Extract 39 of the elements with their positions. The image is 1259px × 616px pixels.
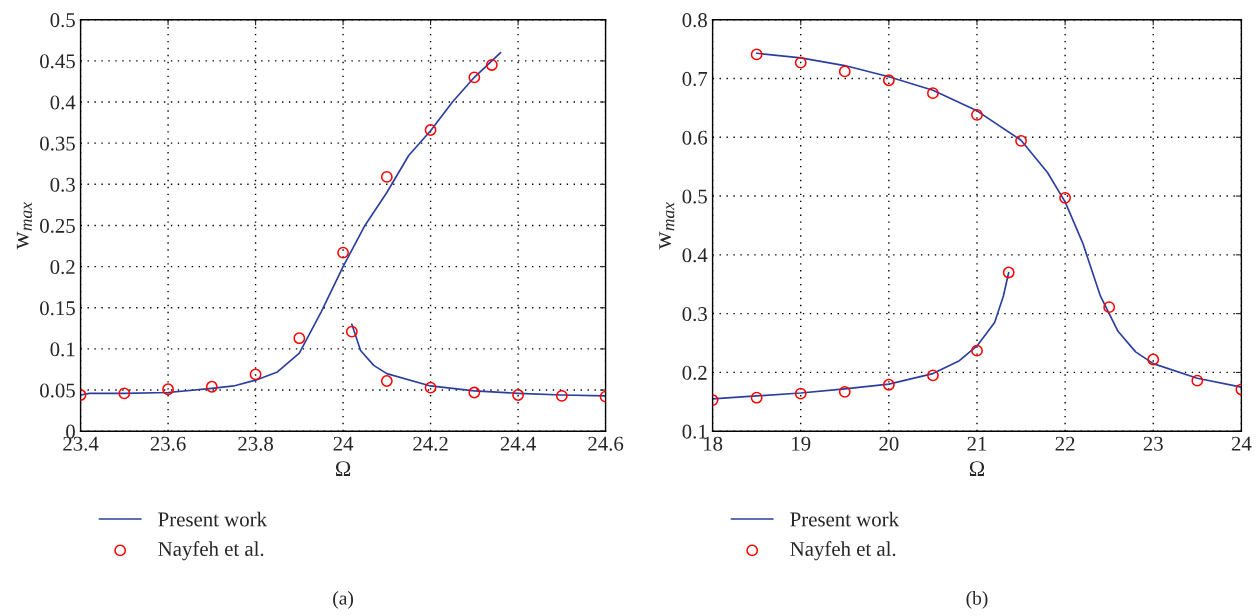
y-tick-label: 0.35 (40, 136, 75, 151)
y-tick-label: 0.45 (40, 54, 75, 69)
y-tick-label: 0.05 (40, 383, 75, 398)
y-tick-label: 0.15 (40, 301, 75, 316)
y-tick-label: 0.2 (50, 259, 75, 275)
y-tick-label: 0.5 (50, 13, 75, 28)
y-tick-label: 0.1 (50, 342, 75, 357)
x-tick-label: 23.8 (238, 436, 274, 451)
x-tick-label: 19 (792, 436, 811, 451)
y-tick-label: 0.5 (682, 189, 707, 204)
y-tick-label: 0.25 (40, 218, 75, 233)
y-tick-label: 0.8 (682, 13, 707, 28)
y-tick-label: 0.4 (50, 95, 76, 110)
x-tick-label: 23 (1143, 436, 1163, 451)
x-tick-label: 24 (1231, 436, 1252, 451)
x-tick-label: 20 (879, 436, 899, 451)
legend-label: Nayfeh et al. (158, 541, 264, 561)
y-axis-title: w$_{max}$ (659, 202, 675, 250)
y-tick-label: 0.4 (682, 248, 708, 263)
legend-label: Present work (158, 511, 268, 527)
x-tick-label: 24 (333, 436, 354, 451)
x-tick-label: 22 (1055, 436, 1075, 451)
legend-label: Present work (790, 511, 900, 527)
x-axis-title: Ω (335, 461, 351, 476)
text: (b) (966, 591, 988, 609)
x-tick-label: 24.2 (413, 436, 448, 451)
y-tick-label: 0.3 (682, 307, 707, 322)
y-tick-label: 0.7 (682, 71, 708, 87)
legend-label: Nayfeh et al. (790, 541, 896, 561)
x-tick-label: 23.6 (150, 436, 186, 451)
text: (a) (333, 591, 354, 609)
y-tick-label: 0.6 (682, 130, 708, 145)
y-tick-label: 0.3 (50, 177, 75, 192)
x-tick-label: 24.4 (500, 436, 536, 451)
x-axis-title: Ω (969, 461, 985, 476)
x-tick-label: 21 (967, 436, 987, 451)
x-tick-label: 24.6 (588, 436, 624, 451)
y-axis-title: w$_{max}$ (16, 202, 32, 250)
y-tick-label: 0.2 (682, 365, 707, 380)
